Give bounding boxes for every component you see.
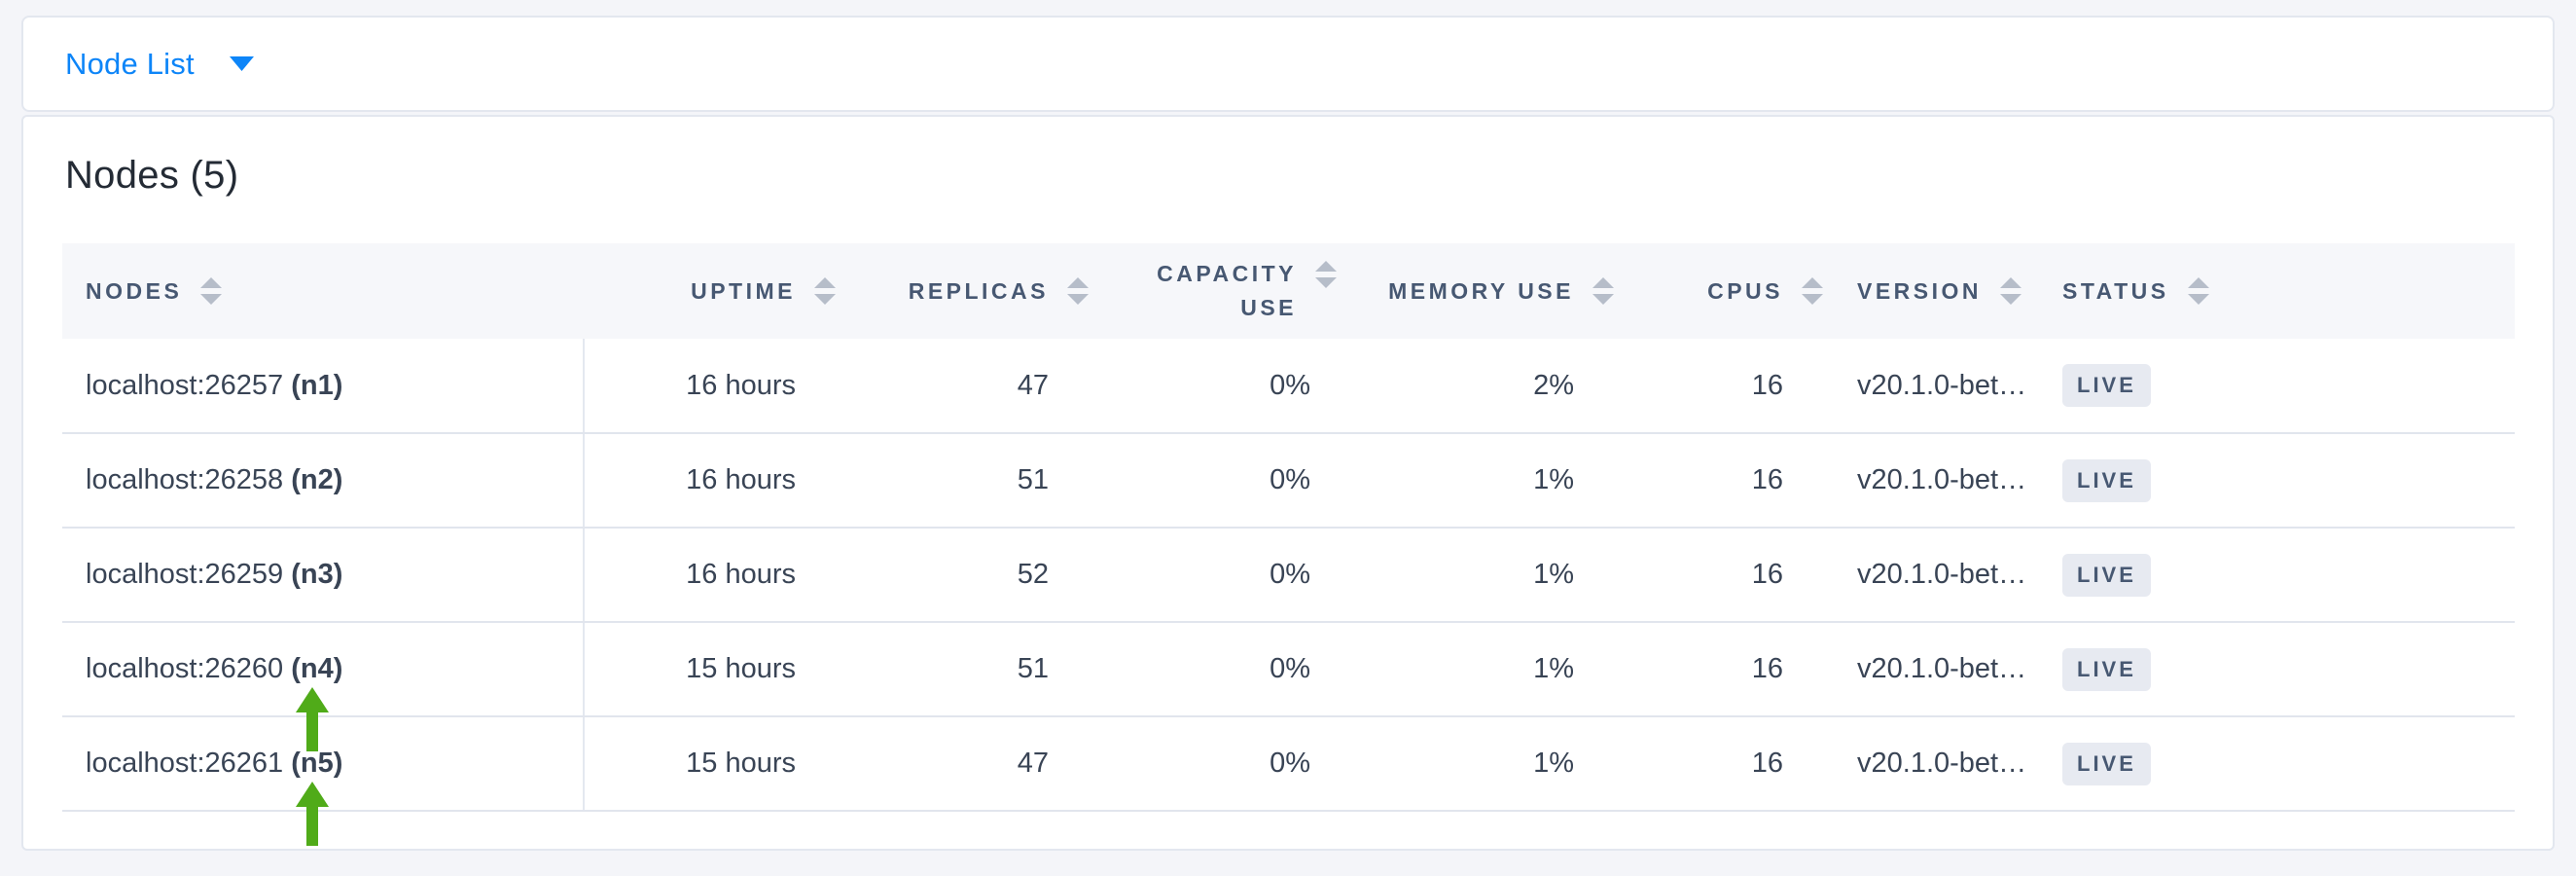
capacity-use-cell: 0% (1111, 622, 1359, 717)
column-header-cpus[interactable]: CPUS (1636, 243, 1845, 339)
memory-use-cell: 2% (1359, 339, 1636, 434)
replicas-cell: 51 (858, 433, 1111, 529)
table-row: localhost:26258 (n2) 16 hours 51 0% 1% 1… (62, 433, 2515, 529)
node-address-cell: localhost:26260 (n4) (62, 622, 585, 751)
uptime-cell: 16 hours (584, 339, 858, 434)
sort-icon (200, 277, 223, 305)
node-address-link[interactable]: localhost:26260 (n4) (86, 653, 343, 684)
table-header-row: NODES UPTIME R (62, 243, 2515, 339)
caret-down-icon (229, 56, 254, 71)
column-header-capacity-use[interactable]: CAPACITY USE (1111, 243, 1359, 339)
column-header-replicas[interactable]: REPLICAS (858, 243, 1111, 339)
cpus-cell: 16 (1636, 528, 1845, 623)
status-cell: LIVE (2035, 339, 2515, 434)
column-header-nodes[interactable]: NODES (62, 243, 584, 339)
status-badge: LIVE (2062, 647, 2151, 691)
uptime-cell: 15 hours (584, 622, 858, 717)
node-address-link[interactable]: localhost:26257 (n1) (86, 369, 343, 401)
column-header-memory-use[interactable]: MEMORY USE (1359, 243, 1636, 339)
status-badge: LIVE (2062, 458, 2151, 502)
node-address-link[interactable]: localhost:26258 (n2) (86, 464, 343, 495)
uptime-cell: 16 hours (584, 433, 858, 529)
sort-icon (1315, 260, 1337, 288)
node-address-link[interactable]: localhost:26259 (n3) (86, 559, 343, 590)
version-cell: v20.1.0-bet… (1845, 528, 2035, 623)
status-cell: LIVE (2035, 716, 2515, 812)
status-badge: LIVE (2062, 553, 2151, 597)
capacity-use-cell: 0% (1111, 433, 1359, 529)
column-header-version[interactable]: VERSION (1845, 243, 2035, 339)
sort-icon (2187, 277, 2209, 305)
sort-icon (2000, 277, 2022, 305)
view-selector-bar: Node List (21, 16, 2555, 112)
column-header-uptime[interactable]: UPTIME (584, 243, 858, 339)
column-header-status[interactable]: STATUS (2035, 243, 2515, 339)
node-address-link[interactable]: localhost:26261 (n5) (86, 748, 343, 779)
node-address-cell: localhost:26259 (n3) (62, 528, 585, 623)
memory-use-cell: 1% (1359, 622, 1636, 717)
table-row: localhost:26261 (n5) 15 hours 47 0% 1% 1… (62, 716, 2515, 846)
replicas-cell: 47 (858, 716, 1111, 812)
nodes-panel: Nodes (5) NODES UPTIME (21, 115, 2555, 851)
table-row: localhost:26259 (n3) 16 hours 52 0% 1% 1… (62, 528, 2515, 623)
replicas-cell: 51 (858, 622, 1111, 717)
cpus-cell: 16 (1636, 716, 1845, 812)
sort-icon (814, 277, 836, 305)
replicas-cell: 47 (858, 339, 1111, 434)
uptime-cell: 15 hours (584, 716, 858, 812)
cpus-cell: 16 (1636, 433, 1845, 529)
node-list-dropdown[interactable]: Node List (65, 47, 254, 82)
status-badge: LIVE (2062, 742, 2151, 785)
sort-icon (1592, 277, 1614, 305)
version-cell: v20.1.0-bet… (1845, 339, 2035, 434)
sort-icon (1802, 277, 1823, 305)
status-cell: LIVE (2035, 433, 2515, 529)
annotation-arrow-up-icon (296, 782, 329, 846)
node-list-table: NODES UPTIME R (62, 243, 2515, 846)
table-row: localhost:26260 (n4) 15 hours 51 0% 1% 1… (62, 622, 2515, 751)
capacity-use-cell: 0% (1111, 339, 1359, 434)
cpus-cell: 16 (1636, 339, 1845, 434)
version-cell: v20.1.0-bet… (1845, 622, 2035, 717)
sort-icon (1067, 277, 1089, 305)
status-cell: LIVE (2035, 622, 2515, 717)
version-cell: v20.1.0-bet… (1845, 433, 2035, 529)
memory-use-cell: 1% (1359, 528, 1636, 623)
status-badge: LIVE (2062, 364, 2151, 407)
cpus-cell: 16 (1636, 622, 1845, 717)
node-address-cell: localhost:26261 (n5) (62, 716, 585, 846)
replicas-cell: 52 (858, 528, 1111, 623)
capacity-use-cell: 0% (1111, 528, 1359, 623)
capacity-use-cell: 0% (1111, 716, 1359, 812)
memory-use-cell: 1% (1359, 716, 1636, 812)
table-row: localhost:26257 (n1) 16 hours 47 0% 2% 1… (62, 339, 2515, 434)
memory-use-cell: 1% (1359, 433, 1636, 529)
page-title: Nodes (5) (65, 154, 239, 197)
uptime-cell: 16 hours (584, 528, 858, 623)
node-list-dropdown-label: Node List (65, 46, 195, 81)
node-address-cell: localhost:26257 (n1) (62, 339, 585, 434)
version-cell: v20.1.0-bet… (1845, 716, 2035, 812)
node-address-cell: localhost:26258 (n2) (62, 433, 585, 529)
status-cell: LIVE (2035, 528, 2515, 623)
